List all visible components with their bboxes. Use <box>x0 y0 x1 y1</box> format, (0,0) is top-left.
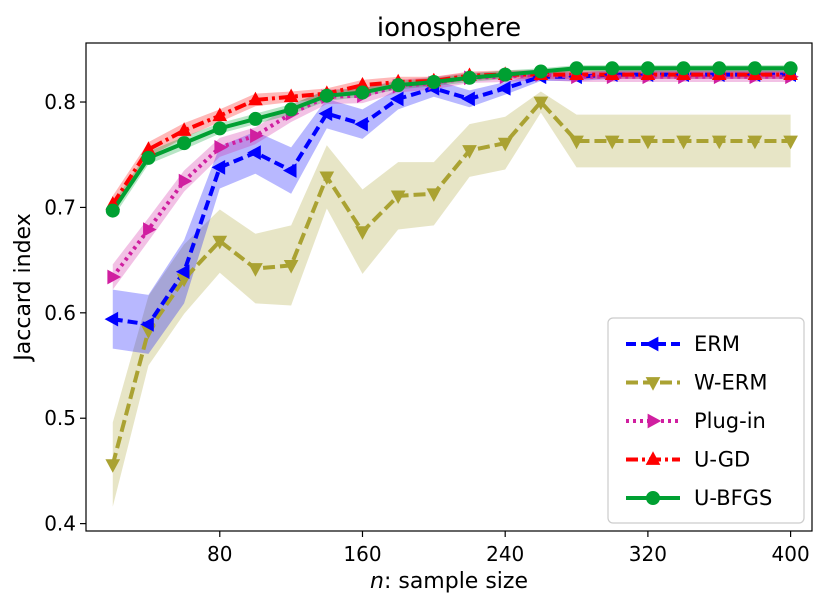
band-plug-in <box>112 69 791 290</box>
marker-u-bfgs <box>569 61 584 76</box>
legend-box <box>607 317 805 524</box>
marker-erm <box>318 106 333 121</box>
marker-plug-in <box>214 140 228 155</box>
plot-frame <box>85 42 813 532</box>
marker-erm <box>104 311 119 327</box>
marker-u-bfgs <box>676 61 691 76</box>
marker-u-gd <box>176 122 192 136</box>
marker-u-gd <box>212 107 228 122</box>
legend-marker-w-erm <box>645 377 661 391</box>
marker-w-erm <box>711 135 727 150</box>
confidence-bands <box>112 65 791 507</box>
marker-u-bfgs <box>391 78 406 93</box>
marker-w-erm <box>569 135 584 150</box>
marker-w-erm <box>783 135 798 150</box>
legend-label-w-erm: W-ERM <box>694 371 767 395</box>
marker-w-erm <box>105 459 121 473</box>
marker-u-gd <box>248 91 263 106</box>
marker-w-erm <box>390 190 406 205</box>
y-tick-label: 0.7 <box>44 195 76 219</box>
chart-title: ionosphere <box>377 13 521 43</box>
marker-w-erm <box>497 137 513 152</box>
marker-w-erm <box>355 226 370 240</box>
marker-erm <box>461 91 475 107</box>
marker-u-bfgs <box>462 70 477 85</box>
marker-w-erm <box>676 135 691 150</box>
marker-erm <box>140 317 154 332</box>
legend-label-u-bfgs: U-BFGS <box>694 486 772 510</box>
legend: ERM W-ERM Plug-in U-GD U-BFGS <box>607 317 805 524</box>
x-tick-label: 80 <box>207 542 232 566</box>
marker-w-erm <box>604 135 620 150</box>
marker-u-bfgs <box>605 61 620 76</box>
line-w-erm <box>110 100 791 466</box>
marker-u-bfgs <box>141 150 156 165</box>
x-axis-ticks: 80 160 240 320 400 <box>207 531 810 566</box>
x-axis-label-variable: n <box>370 569 384 594</box>
band-w-erm <box>112 91 791 507</box>
marker-w-erm <box>533 96 549 111</box>
marker-erm <box>389 91 404 107</box>
marker-u-bfgs <box>498 67 513 82</box>
x-tick-label: 320 <box>629 542 667 566</box>
legend-marker-plug-in <box>647 413 662 429</box>
legend-label-u-gd: U-GD <box>694 448 750 472</box>
x-tick-label: 160 <box>343 542 381 566</box>
legend-label-plug-in: Plug-in <box>694 409 766 433</box>
marker-u-bfgs <box>747 61 762 76</box>
marker-u-bfgs <box>248 111 263 126</box>
marker-w-erm <box>462 145 477 159</box>
y-axis-label: Jaccard index <box>11 213 36 362</box>
marker-erm <box>211 160 226 175</box>
marker-erm <box>175 264 190 280</box>
marker-plug-in <box>107 269 121 285</box>
marker-u-bfgs <box>355 85 370 100</box>
marker-u-bfgs <box>712 61 727 76</box>
marker-u-bfgs <box>105 203 120 218</box>
legend-marker-u-gd <box>645 451 661 465</box>
marker-u-bfgs <box>640 61 655 76</box>
x-tick-label: 400 <box>772 542 810 566</box>
y-tick-label: 0.8 <box>44 90 76 114</box>
marker-u-bfgs <box>783 61 798 76</box>
marker-plug-in <box>178 173 193 189</box>
x-tick-label: 240 <box>486 542 524 566</box>
marker-u-gd <box>283 88 299 103</box>
marker-erm <box>282 163 297 178</box>
marker-u-bfgs <box>319 88 334 103</box>
series-markers <box>104 61 799 473</box>
marker-u-bfgs <box>426 74 441 89</box>
marker-erm <box>354 116 368 132</box>
marker-w-erm <box>640 135 656 150</box>
y-tick-label: 0.4 <box>44 512 76 536</box>
marker-w-erm <box>283 260 299 274</box>
legend-marker-u-bfgs <box>646 491 660 505</box>
marker-plug-in <box>250 128 264 144</box>
legend-label-erm: ERM <box>694 332 740 356</box>
marker-w-erm <box>426 188 442 202</box>
y-tick-label: 0.5 <box>44 406 76 430</box>
marker-w-erm <box>248 263 263 277</box>
x-axis-label-text: : sample size <box>384 569 528 594</box>
y-axis-ticks: 0.4 0.5 0.6 0.7 0.8 <box>44 90 86 536</box>
marker-erm <box>247 145 261 160</box>
marker-u-bfgs <box>212 121 227 136</box>
marker-w-erm <box>747 135 763 150</box>
x-axis-label: n: sample size <box>370 569 528 594</box>
legend-marker-erm <box>644 336 659 352</box>
marker-u-bfgs <box>533 64 548 79</box>
marker-u-bfgs <box>284 102 299 117</box>
marker-w-erm <box>319 171 335 186</box>
marker-erm <box>496 80 511 96</box>
marker-w-erm <box>212 235 228 250</box>
marker-u-bfgs <box>177 136 192 151</box>
y-tick-label: 0.6 <box>44 301 76 325</box>
marker-plug-in <box>143 222 157 237</box>
